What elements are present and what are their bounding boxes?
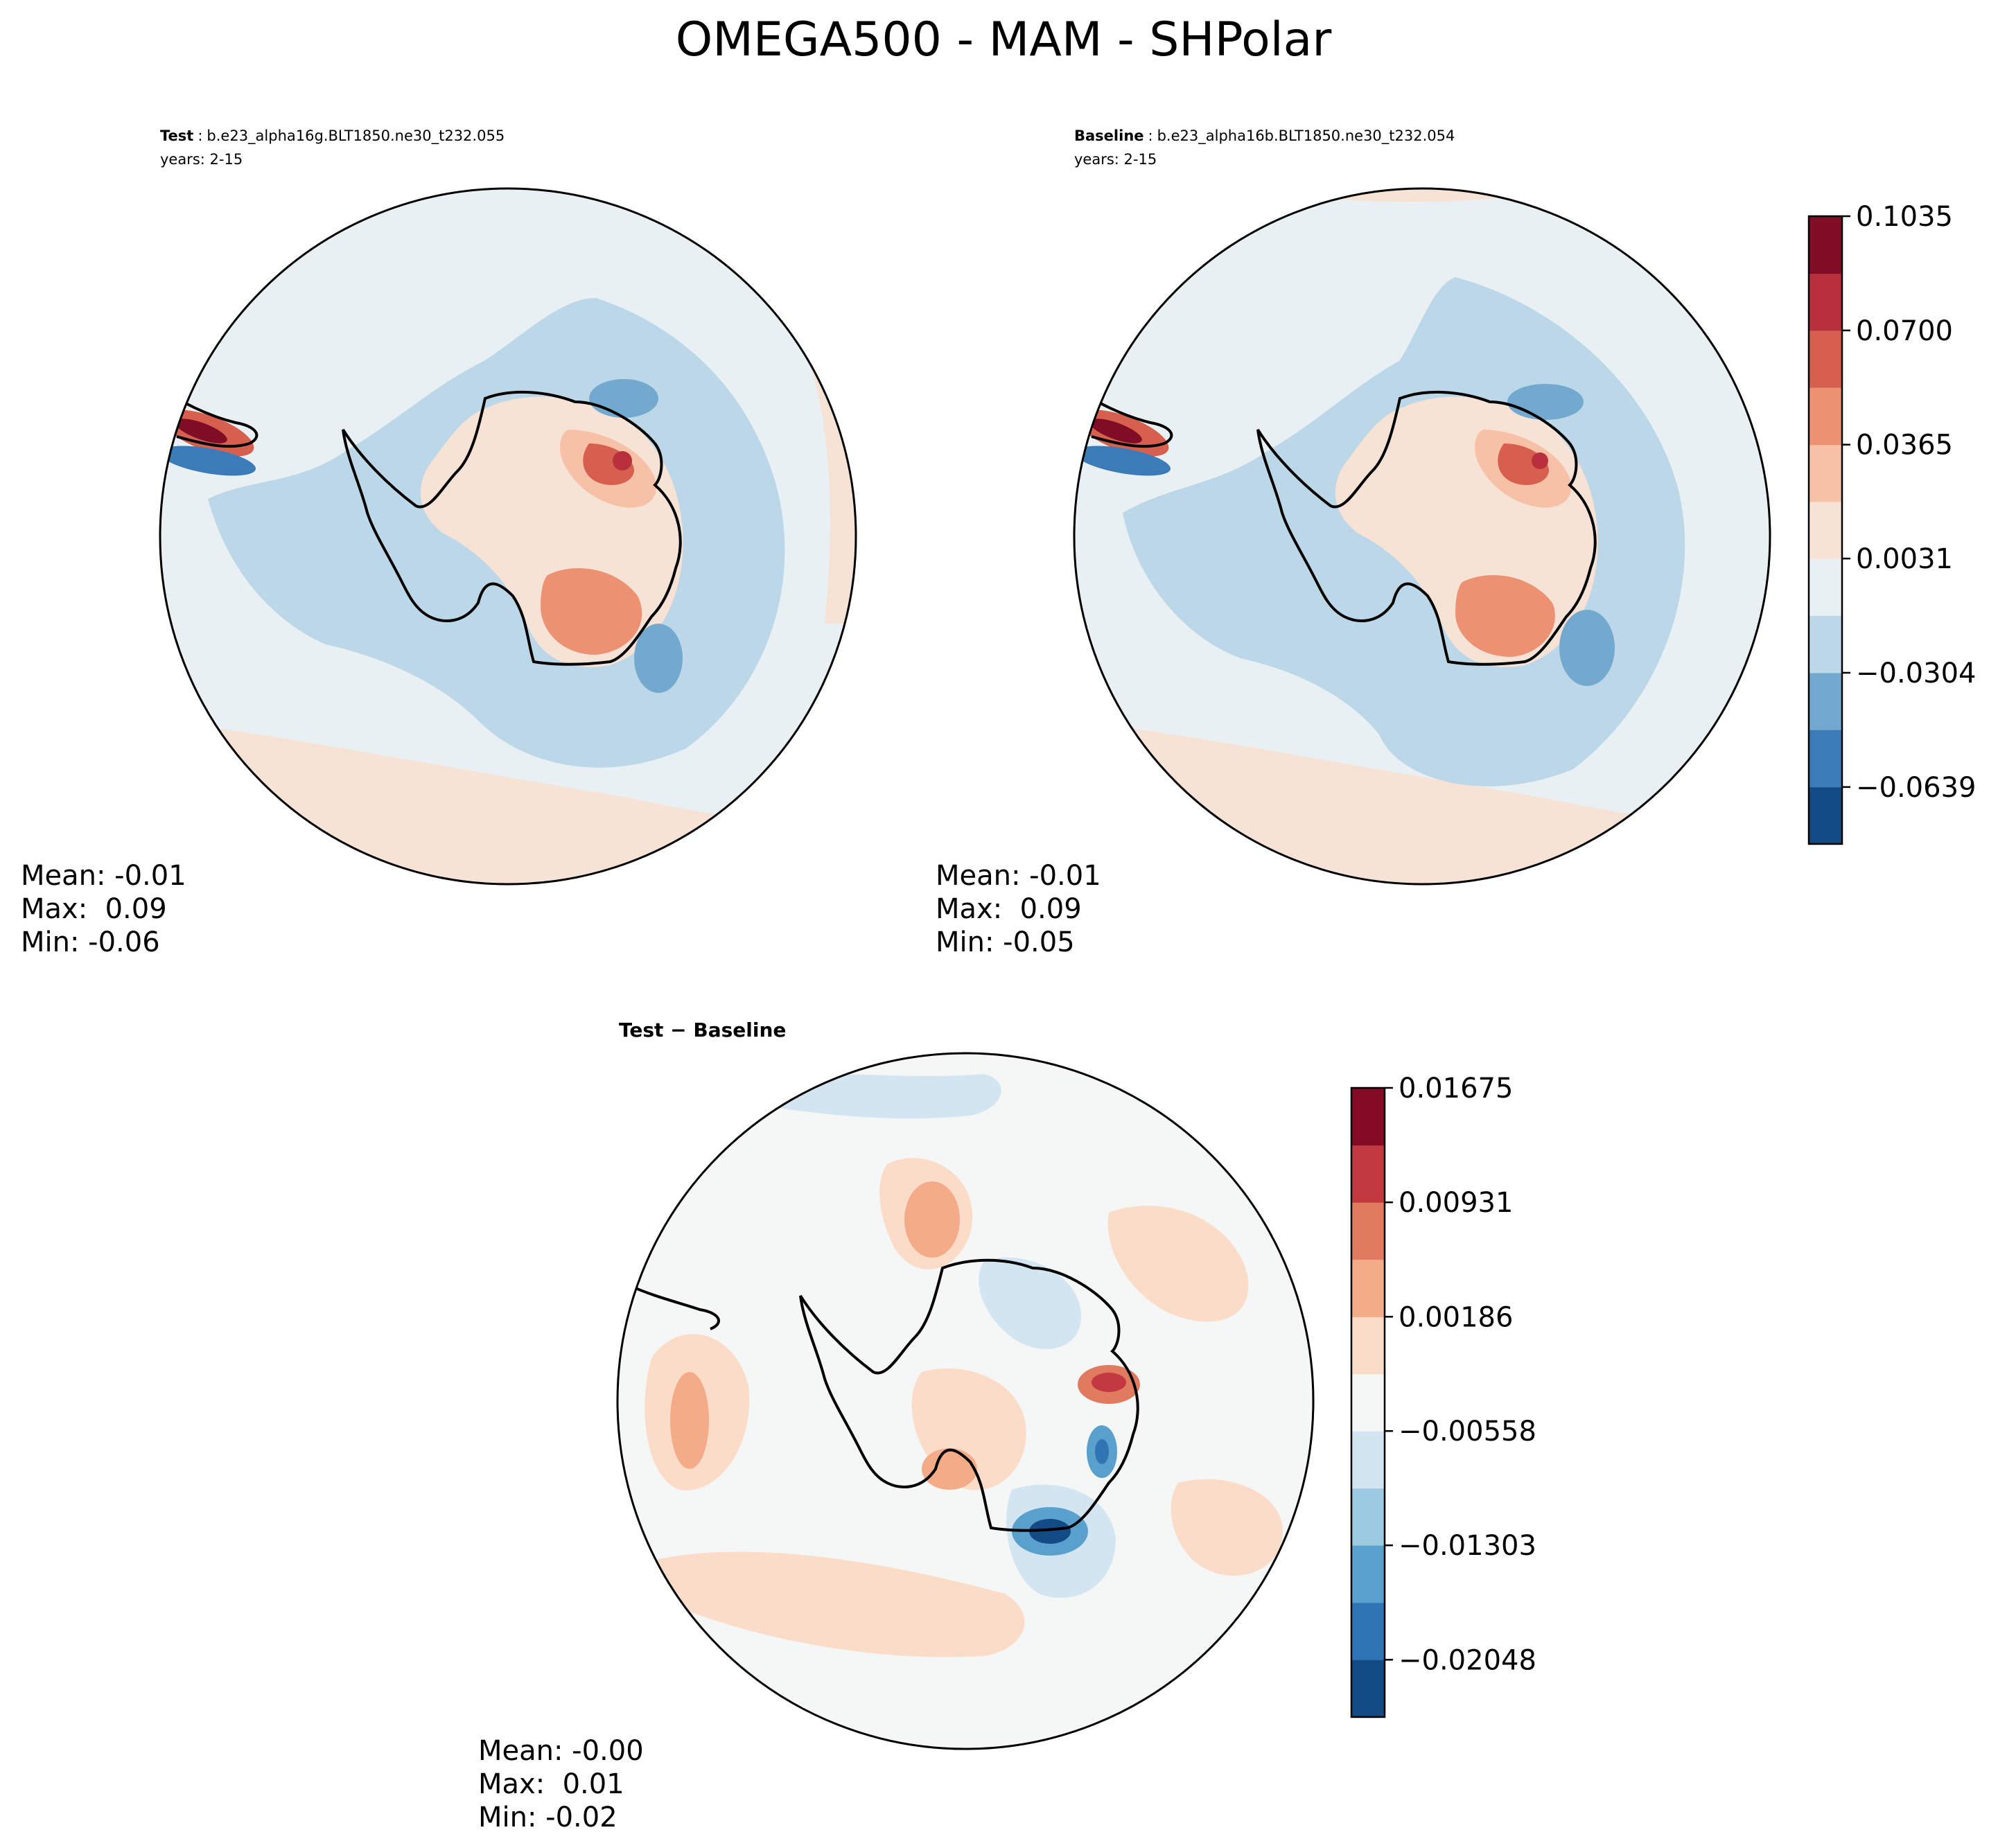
colorbar-diff-segment-0: [1351, 1660, 1385, 1718]
diff-mean: Mean: -0.00: [478, 1735, 644, 1767]
baseline-case-name: b.e23_alpha16b.BLT1850.ne30_t232.054: [1157, 127, 1455, 145]
baseline-field-neg-cell-2: [1559, 610, 1615, 686]
diff-field-pos-medium-2: [904, 1181, 960, 1258]
baseline-mean: Mean: -0.01: [936, 860, 1101, 892]
baseline-south-america-coast: [1074, 387, 1173, 448]
colorbar-diff-tick-label-5: −0.02048: [1399, 1644, 1536, 1676]
colorbar-diff-segment-7: [1351, 1259, 1385, 1317]
baseline-field-peninsula-peak: [1089, 419, 1142, 443]
colorbar-main-tick-label-5: −0.0639: [1856, 772, 1976, 804]
colorbar-diff-segment-5: [1351, 1373, 1385, 1432]
colorbar-main-segment-10: [1809, 216, 1842, 274]
baseline-years: years: 2-15: [1074, 151, 1157, 168]
colorbar-diff-tick-label-4: −0.01303: [1399, 1530, 1536, 1562]
colorbar-main-segment-1: [1809, 730, 1842, 788]
test-years: years: 2-15: [160, 151, 243, 168]
diff-field-pos-peak: [1092, 1373, 1126, 1392]
colorbar-main-segment-8: [1809, 330, 1842, 388]
diff-field-neg-medium-core: [1095, 1439, 1109, 1464]
diff-field-pos-medium-3: [922, 1448, 977, 1490]
diff-field-neg-blob-1: [766, 1074, 1001, 1119]
colorbar-main-segment-9: [1809, 273, 1842, 331]
test-max: Max: 0.09: [21, 893, 167, 925]
baseline-field-antarctica-peak: [1532, 452, 1548, 469]
colorbar-diff-segment-4: [1351, 1431, 1385, 1489]
test-field-antarctica-peak: [613, 451, 632, 470]
colorbar-diff-tick-label-1: 0.00931: [1399, 1187, 1513, 1219]
colorbar-diff-segment-9: [1351, 1145, 1385, 1203]
diff-min: Min: -0.02: [478, 1802, 617, 1833]
test-case-name: b.e23_alpha16g.BLT1850.ne30_t232.055: [207, 127, 505, 145]
test-field-peninsula-neg: [160, 446, 256, 476]
diff-south-america-coast: [629, 1284, 720, 1330]
diff-label: Test − Baseline: [619, 1019, 786, 1041]
test-antarctica-coastline: [342, 390, 682, 666]
baseline-label-bold: Baseline: [1074, 127, 1144, 144]
panel-test: Test: b.e23_alpha16g.BLT1850.ne30_t232.05…: [21, 127, 857, 958]
test-label-bold: Test: [160, 127, 193, 144]
baseline-label-sep: :: [1148, 127, 1153, 144]
diff-max: Max: 0.01: [478, 1768, 624, 1800]
colorbar-diff-segment-10: [1351, 1088, 1385, 1146]
diff-antarctica-coastline: [799, 1258, 1139, 1532]
colorbar-diff-segment-6: [1351, 1317, 1385, 1375]
colorbar-main-tick-label-2: 0.0365: [1856, 430, 1953, 461]
colorbar-main-segment-0: [1809, 786, 1842, 845]
colorbar-diff-segment-3: [1351, 1488, 1385, 1546]
colorbar-main-segment-7: [1809, 387, 1842, 446]
figure-title: OMEGA500 - MAM - SHPolar: [676, 12, 1332, 67]
baseline-map-boundary: [1073, 187, 1771, 886]
colorbar-main-segment-5: [1809, 501, 1842, 559]
test-field-peninsula-peak: [175, 419, 227, 443]
test-map-boundary: [159, 187, 857, 886]
colorbar-main-tick-label-3: 0.0031: [1856, 543, 1953, 575]
test-field-antarctica-medium-2: [541, 568, 642, 655]
diff-map-boundary: [616, 1052, 1315, 1750]
test-label: Test: b.e23_alpha16g.BLT1850.ne30_t232.05…: [160, 127, 505, 145]
colorbar-main-segment-4: [1809, 558, 1842, 616]
test-mean: Mean: -0.01: [21, 860, 186, 892]
test-field-neg-cell-2: [634, 624, 683, 693]
baseline-field-neg-cell-1: [1507, 384, 1584, 420]
panel-baseline: Baseline: b.e23_alpha16b.BLT1850.ne30_t23…: [936, 127, 1771, 958]
diff-field-pos-blob-4: [647, 1551, 1025, 1657]
diff-field-pos-medium-1: [670, 1372, 709, 1469]
diff-field-neg-blob-2: [979, 1257, 1081, 1349]
colorbar-main-tick-label-4: −0.0304: [1856, 658, 1976, 689]
colorbar-main-tick-label-1: 0.0700: [1856, 315, 1953, 347]
baseline-min: Min: -0.05: [936, 926, 1075, 958]
diff-field-pos-blob-5: [1107, 1206, 1249, 1322]
baseline-field-peninsula-neg: [1074, 446, 1171, 476]
colorbar-diff-tick-label-2: 0.00186: [1399, 1301, 1513, 1333]
colorbar-main-segment-6: [1809, 444, 1842, 502]
colorbar-diff-segment-8: [1351, 1202, 1385, 1260]
colorbar-diff: 0.01675 0.00931 0.00186 −0.00558 −0.01303 −0.…: [1350, 1073, 1536, 1718]
panel-diff: Test − Baseline: [478, 1019, 1315, 1833]
test-label-sep: :: [198, 127, 202, 144]
colorbar-diff-segment-1: [1351, 1602, 1385, 1660]
test-min: Min: -0.06: [21, 926, 160, 958]
test-field-neg-cell-1: [589, 379, 658, 418]
colorbar-main-tick-label-0: 0.1035: [1856, 201, 1953, 233]
colorbar-main-segment-3: [1809, 615, 1842, 674]
colorbar-diff-tick-label-3: −0.00558: [1399, 1416, 1536, 1447]
colorbar-main-outline: [1807, 215, 1843, 845]
diff-field-neg-strong-core: [1029, 1519, 1071, 1544]
colorbar-diff-segment-2: [1351, 1545, 1385, 1603]
baseline-field-antarctica-medium-2: [1455, 575, 1555, 657]
colorbar-diff-outline: [1350, 1086, 1386, 1718]
diff-field-pos-blob-6: [1171, 1479, 1283, 1576]
baseline-antarctica-coastline: [1256, 390, 1597, 666]
baseline-label: Baseline: b.e23_alpha16b.BLT1850.ne30_t23…: [1074, 127, 1455, 145]
colorbar-diff-tick-label-0: 0.01675: [1399, 1073, 1513, 1105]
colorbar-main-segment-2: [1809, 672, 1842, 730]
test-south-america-coast: [160, 387, 258, 448]
baseline-max: Max: 0.09: [936, 893, 1082, 925]
colorbar-main: 0.1035 0.0700 0.0365 0.0031 −0.0304 −0.0639: [1807, 201, 1976, 845]
